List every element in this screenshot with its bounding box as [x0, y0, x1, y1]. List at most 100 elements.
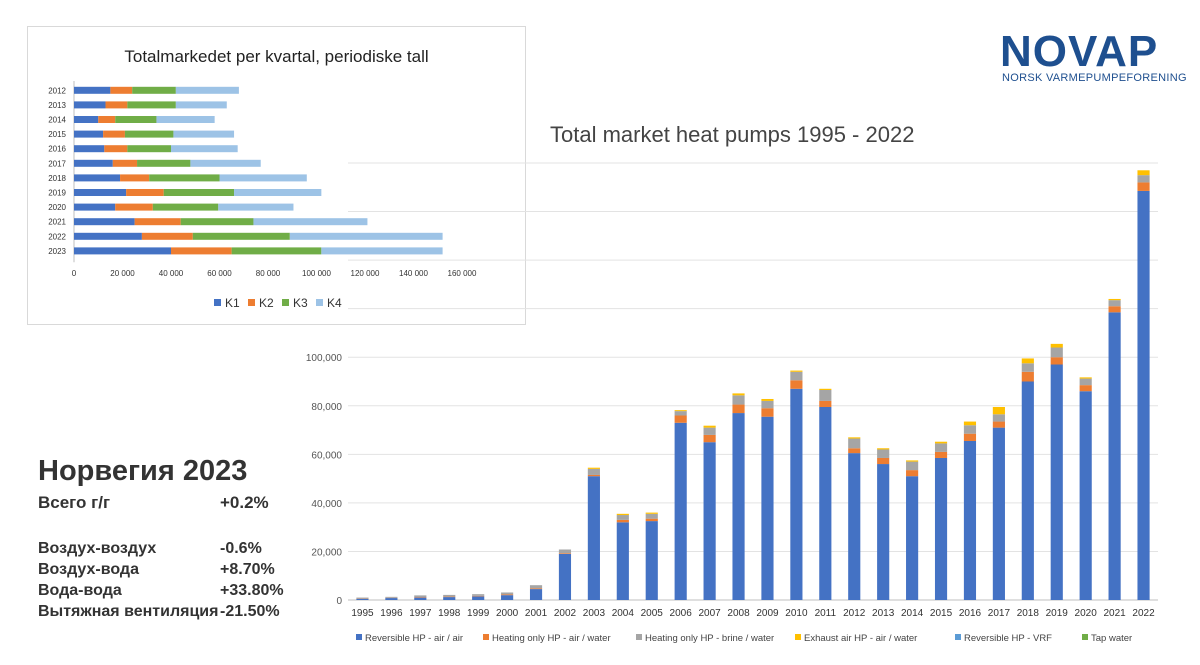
bar-segment [134, 218, 181, 226]
bar-segment [934, 457, 948, 600]
bar-segment [587, 476, 600, 600]
stats-row-air-air: Воздух-воздух -0.6% [38, 538, 298, 559]
bar-segment [1137, 190, 1150, 600]
bar-segment [732, 393, 745, 396]
bar-segment [906, 470, 919, 477]
bar-segment [992, 406, 1005, 415]
y-tick-label: 2021 [48, 218, 66, 227]
x-tick-label: 60 000 [207, 269, 232, 278]
bar-segment [98, 116, 116, 123]
legend-swatch [214, 299, 221, 306]
bar-segment [558, 553, 572, 554]
y-tick-label: 0 [336, 596, 342, 607]
bar-segment [877, 449, 890, 458]
bar-segment [234, 189, 322, 196]
bar-segment [112, 159, 138, 167]
bar-segment [703, 442, 716, 600]
bar-segment [848, 437, 861, 439]
stats-value: +0.2% [220, 493, 269, 512]
bar-segment [289, 232, 443, 240]
bar-segment [877, 457, 890, 465]
bar-segment [790, 371, 803, 381]
bar-segment [1079, 378, 1092, 386]
legend-label: Reversible HP - air / air [365, 633, 463, 644]
bar-segment [848, 438, 861, 449]
x-tick-label: 1999 [467, 608, 490, 619]
bar-segment [501, 595, 514, 600]
legend-label: K1 [225, 296, 240, 310]
x-tick-label: 100 000 [302, 269, 331, 278]
bar-segment [74, 159, 113, 167]
bar-segment [790, 370, 803, 372]
bar-segment [219, 174, 307, 182]
x-tick-label: 2016 [959, 608, 982, 619]
x-tick-label: 2004 [612, 608, 635, 619]
stats-row-total: Всего г/г +0.2% [38, 490, 298, 516]
bar-segment [74, 247, 171, 255]
bar-segment [74, 218, 135, 226]
bar-segment [761, 398, 774, 401]
bar-segment [156, 116, 215, 123]
bar-segment [732, 413, 745, 600]
bar-segment [74, 116, 99, 123]
bar-segment [414, 597, 427, 600]
bar-segment [74, 130, 104, 138]
bar-segment [674, 410, 687, 412]
bar-segment [105, 101, 128, 109]
y-tick-label: 100,000 [306, 353, 343, 364]
bar-segment [529, 588, 543, 590]
logo-wordmark: NOVAP [1000, 27, 1159, 76]
bar-segment [1137, 170, 1150, 176]
legend-label: Heating only HP - air / water [492, 633, 611, 644]
bar-segment [132, 86, 176, 94]
bar-segment [104, 145, 128, 153]
stats-row-water-water: Вода-вода +33.80% [38, 580, 298, 601]
bar-segment [992, 414, 1005, 422]
x-tick-label: 160 000 [448, 269, 477, 278]
bar-segment [1050, 343, 1063, 348]
bar-segment [321, 247, 443, 255]
x-tick-label: 2021 [1103, 608, 1126, 619]
bar-segment [356, 598, 369, 600]
bar-segment [587, 467, 600, 469]
x-tick-label: 2009 [756, 608, 779, 619]
legend-swatch [282, 299, 289, 306]
bar-segment [761, 400, 774, 409]
bar-segment [218, 203, 294, 211]
bar-segment [472, 594, 485, 596]
bar-segment [877, 464, 890, 600]
x-tick-label: 40 000 [159, 269, 184, 278]
legend-swatch [248, 299, 255, 306]
legend-swatch [316, 299, 323, 306]
bar-segment [443, 597, 456, 600]
bar-segment [674, 422, 687, 600]
norway-stats: Норвегия 2023 Всего г/г +0.2% Воздух-воз… [38, 455, 298, 622]
bar-segment [74, 145, 105, 153]
x-tick-label: 20 000 [110, 269, 135, 278]
bar-segment [127, 101, 176, 109]
bar-segment [616, 522, 629, 600]
bar-segment [1021, 371, 1034, 382]
bar-segment [190, 159, 261, 167]
y-tick-label: 80,000 [311, 402, 342, 413]
stats-row-exhaust: Вытяжная вентиляция -21.50% [38, 601, 298, 622]
bar-segment [1050, 347, 1063, 358]
y-tick-label: 2015 [48, 130, 66, 139]
bar-segment [74, 232, 142, 240]
x-tick-label: 120 000 [351, 269, 380, 278]
bar-segment [906, 460, 919, 462]
bar-segment [1079, 391, 1092, 600]
x-tick-label: 2001 [525, 608, 548, 619]
bar-segment [819, 400, 832, 407]
bar-segment [124, 130, 174, 138]
bar-segment [963, 433, 977, 441]
bar-segment [127, 145, 171, 153]
bar-segment [1137, 175, 1150, 183]
y-tick-label: 2020 [48, 203, 66, 212]
bar-segment [1021, 363, 1034, 372]
bar-segment [703, 434, 716, 443]
bar-segment [74, 101, 106, 109]
bar-segment [385, 596, 398, 598]
bar-segment [1050, 357, 1063, 365]
x-tick-label: 2008 [727, 608, 750, 619]
